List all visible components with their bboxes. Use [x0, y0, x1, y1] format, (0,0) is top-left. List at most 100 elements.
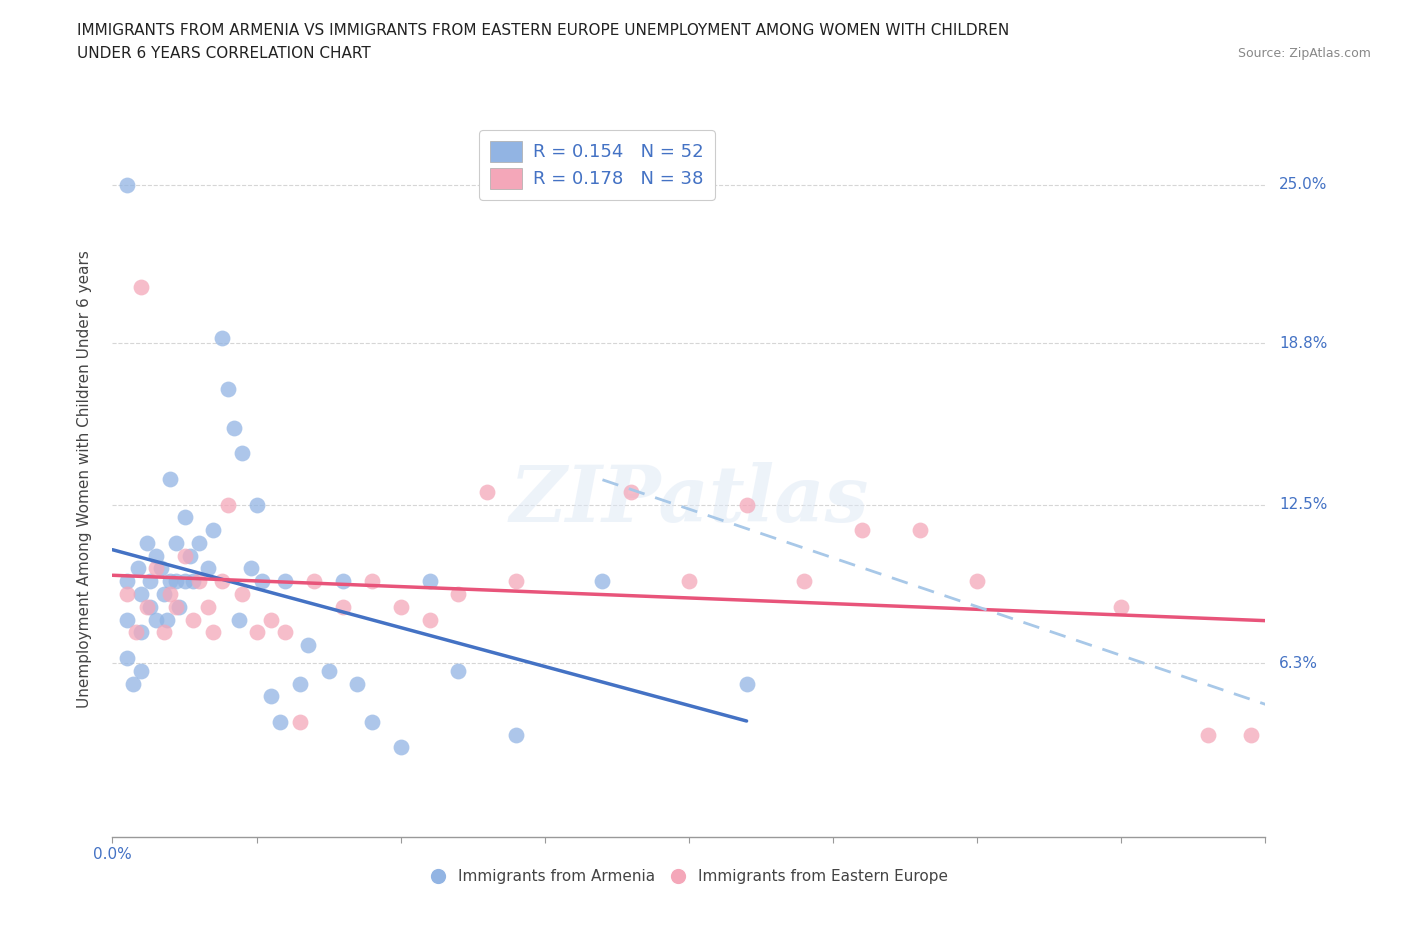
- Y-axis label: Unemployment Among Women with Children Under 6 years: Unemployment Among Women with Children U…: [77, 250, 91, 708]
- Point: [505, 727, 527, 742]
- Point: [156, 612, 179, 627]
- Point: [908, 523, 931, 538]
- Point: [167, 600, 190, 615]
- Point: [173, 574, 195, 589]
- Point: [419, 574, 441, 589]
- Point: [620, 485, 643, 499]
- Point: [447, 587, 470, 602]
- Point: [136, 536, 159, 551]
- Point: [966, 574, 988, 589]
- Point: [159, 574, 181, 589]
- Text: 25.0%: 25.0%: [1279, 178, 1327, 193]
- Point: [1111, 600, 1133, 615]
- Point: [145, 549, 167, 564]
- Point: [129, 663, 153, 678]
- Point: [246, 625, 269, 640]
- Point: [735, 498, 758, 512]
- Point: [1240, 727, 1263, 742]
- Point: [346, 676, 368, 691]
- Point: [145, 612, 167, 627]
- Point: [360, 714, 382, 729]
- Point: [260, 689, 283, 704]
- Point: [165, 574, 187, 589]
- Point: [288, 714, 311, 729]
- Point: [332, 574, 354, 589]
- Point: [260, 612, 283, 627]
- Point: [222, 420, 245, 435]
- Point: [389, 600, 412, 615]
- Point: [228, 612, 250, 627]
- Point: [231, 587, 253, 602]
- Point: [211, 574, 233, 589]
- Point: [274, 625, 297, 640]
- Point: [505, 574, 527, 589]
- Point: [211, 331, 233, 346]
- Point: [115, 574, 138, 589]
- Point: [419, 612, 441, 627]
- Point: [165, 536, 187, 551]
- Point: [129, 625, 153, 640]
- Point: [139, 600, 162, 615]
- Point: [121, 676, 143, 691]
- Point: [129, 280, 153, 295]
- Point: [197, 561, 219, 576]
- Point: [202, 523, 225, 538]
- Point: [360, 574, 382, 589]
- Point: [475, 485, 499, 499]
- Point: [297, 638, 319, 653]
- Legend: Immigrants from Armenia, Immigrants from Eastern Europe: Immigrants from Armenia, Immigrants from…: [425, 863, 953, 890]
- Text: ZIPatlas: ZIPatlas: [509, 462, 869, 538]
- Point: [124, 625, 146, 640]
- Point: [115, 612, 138, 627]
- Text: Source: ZipAtlas.com: Source: ZipAtlas.com: [1237, 46, 1371, 60]
- Point: [304, 574, 326, 589]
- Point: [269, 714, 291, 729]
- Point: [217, 498, 239, 512]
- Point: [127, 561, 149, 576]
- Point: [447, 663, 470, 678]
- Text: UNDER 6 YEARS CORRELATION CHART: UNDER 6 YEARS CORRELATION CHART: [77, 46, 371, 61]
- Point: [1197, 727, 1219, 742]
- Point: [159, 587, 181, 602]
- Point: [188, 574, 211, 589]
- Point: [735, 676, 758, 691]
- Point: [115, 651, 138, 666]
- Text: IMMIGRANTS FROM ARMENIA VS IMMIGRANTS FROM EASTERN EUROPE UNEMPLOYMENT AMONG WOM: IMMIGRANTS FROM ARMENIA VS IMMIGRANTS FR…: [77, 23, 1010, 38]
- Point: [678, 574, 700, 589]
- Point: [202, 625, 225, 640]
- Point: [389, 740, 412, 755]
- Point: [136, 600, 159, 615]
- Point: [332, 600, 354, 615]
- Point: [181, 574, 204, 589]
- Text: 18.8%: 18.8%: [1279, 336, 1327, 351]
- Point: [145, 561, 167, 576]
- Point: [165, 600, 187, 615]
- Point: [197, 600, 219, 615]
- Point: [139, 574, 162, 589]
- Point: [288, 676, 311, 691]
- Point: [153, 625, 176, 640]
- Text: 12.5%: 12.5%: [1279, 497, 1327, 512]
- Point: [150, 561, 173, 576]
- Point: [181, 612, 204, 627]
- Point: [173, 549, 195, 564]
- Point: [246, 498, 269, 512]
- Point: [115, 178, 138, 193]
- Point: [115, 587, 138, 602]
- Point: [129, 587, 153, 602]
- Point: [851, 523, 873, 538]
- Point: [252, 574, 274, 589]
- Point: [173, 510, 195, 525]
- Point: [318, 663, 340, 678]
- Point: [159, 472, 181, 486]
- Point: [274, 574, 297, 589]
- Point: [188, 536, 211, 551]
- Point: [153, 587, 176, 602]
- Point: [239, 561, 262, 576]
- Point: [179, 549, 201, 564]
- Point: [592, 574, 614, 589]
- Point: [217, 382, 239, 397]
- Text: 6.3%: 6.3%: [1279, 656, 1319, 671]
- Point: [231, 446, 253, 461]
- Point: [793, 574, 815, 589]
